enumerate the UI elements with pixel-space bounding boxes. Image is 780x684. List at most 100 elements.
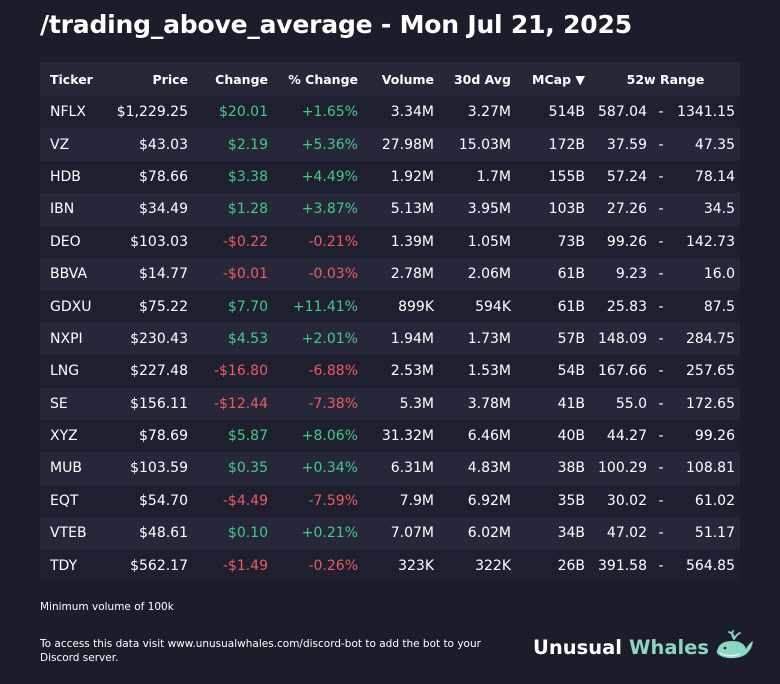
- cell-ticker: HDB: [50, 168, 81, 185]
- table-row[interactable]: HDB $78.66 $3.38 +4.49% 1.92M 1.7M 155B 57.24- 7…: [40, 160, 740, 194]
- cell-52w-range: 100.29- 108.81: [585, 460, 740, 476]
- cell-mcap: 61B: [557, 298, 585, 315]
- range-high: 1341.15: [677, 104, 735, 121]
- range-separator: -: [658, 330, 664, 347]
- cell-52w-range: 30.02- 61.02: [585, 493, 740, 509]
- cell-ticker: VTEB: [50, 525, 87, 542]
- cell-price: $14.77: [139, 266, 188, 283]
- cell-mcap: 26B: [557, 557, 585, 574]
- cell-volume: 2.78M: [390, 266, 434, 283]
- cell-ticker: GDXU: [50, 298, 92, 315]
- brand-logo: Unusual Whales: [533, 628, 754, 666]
- range-low: 30.02: [606, 492, 647, 509]
- cell-volume: 3.34M: [390, 104, 434, 121]
- cell-mcap: 514B: [548, 104, 585, 121]
- cell-volume: 31.32M: [381, 428, 434, 445]
- cell-change: -$12.44: [213, 395, 268, 412]
- cell-52w-range: 57.24- 78.14: [585, 169, 740, 185]
- cell-ticker: DEO: [50, 233, 81, 250]
- table-row[interactable]: EQT $54.70 -$4.49 -7.59% 7.9M 6.92M 35B 30.02- 6…: [40, 484, 740, 518]
- cell-ticker: BBVA: [50, 266, 88, 283]
- range-low: 27.26: [606, 201, 647, 218]
- table-row[interactable]: SE $156.11 -$12.44 -7.38% 5.3M 3.78M 41B 55.0- 1…: [40, 387, 740, 420]
- range-low: 47.02: [606, 525, 647, 542]
- range-high: 564.85: [686, 557, 735, 574]
- table-row[interactable]: NXPI $230.43 $4.53 +2.01% 1.94M 1.73M 57B 148.0…: [40, 322, 740, 356]
- header-pct-change[interactable]: % Change: [288, 71, 358, 87]
- table-row[interactable]: VTEB $48.61 $0.10 +0.21% 7.07M 6.02M 34B 47.02-…: [40, 517, 740, 550]
- cell-30d-avg: 1.7M: [476, 168, 511, 185]
- table-row[interactable]: GDXU $75.22 $7.70 +11.41% 899K 594K 61B 25.83- 8…: [40, 290, 740, 323]
- cell-52w-range: 167.66- 257.65: [585, 363, 740, 379]
- cell-change: -$1.49: [222, 557, 268, 574]
- cell-52w-range: 55.0- 172.65: [585, 396, 740, 412]
- cell-volume: 7.9M: [399, 492, 434, 509]
- table-row[interactable]: MUB $103.59 $0.35 +0.34% 6.31M 4.83M 38B 100.29…: [40, 452, 740, 485]
- cell-mcap: 54B: [557, 363, 585, 380]
- cell-52w-range: 47.02- 51.17: [585, 525, 740, 541]
- cell-volume: 5.13M: [390, 201, 434, 218]
- cell-change: $5.87: [227, 428, 268, 445]
- cell-pct-change: +11.41%: [292, 298, 358, 315]
- cell-52w-range: 99.26- 142.73: [585, 234, 740, 250]
- cell-pct-change: +5.36%: [301, 136, 358, 153]
- header-volume[interactable]: Volume: [381, 71, 434, 87]
- range-high: 51.17: [694, 525, 735, 542]
- table-row[interactable]: LNG $227.48 -$16.80 -6.88% 2.53M 1.53M 54B 167.…: [40, 355, 740, 388]
- cell-pct-change: +0.21%: [301, 525, 358, 542]
- cell-ticker: EQT: [50, 492, 79, 509]
- minimum-volume-note: Minimum volume of 100k: [40, 601, 174, 613]
- table-row[interactable]: NFLX $1,229.25 $20.01 +1.65% 3.34M 3.27M 514B 5…: [40, 96, 740, 129]
- cell-volume: 899K: [398, 298, 434, 315]
- cell-ticker: NXPI: [50, 330, 83, 347]
- range-high: 172.65: [686, 395, 735, 412]
- range-low: 55.0: [615, 395, 647, 412]
- cell-mcap: 41B: [557, 395, 585, 412]
- table-row[interactable]: DEO $103.03 -$0.22 -0.21% 1.39M 1.05M 73B 99.26…: [40, 225, 740, 258]
- cell-30d-avg: 2.06M: [467, 266, 511, 283]
- cell-price: $34.49: [139, 201, 188, 218]
- range-high: 47.35: [694, 136, 735, 153]
- cell-change: $0.35: [227, 460, 268, 477]
- page-title: /trading_above_average - Mon Jul 21, 202…: [40, 10, 632, 39]
- cell-price: $75.22: [139, 298, 188, 315]
- cell-ticker: IBN: [50, 201, 75, 218]
- range-separator: -: [658, 557, 664, 574]
- range-high: 284.75: [686, 330, 735, 347]
- cell-change: -$0.22: [222, 233, 268, 250]
- cell-change: $0.10: [227, 525, 268, 542]
- cell-volume: 6.31M: [390, 460, 434, 477]
- cell-52w-range: 37.59- 47.35: [585, 137, 740, 153]
- cell-change: -$4.49: [222, 492, 268, 509]
- header-mcap-sorted[interactable]: MCap ▼: [532, 71, 585, 87]
- table-row[interactable]: XYZ $78.69 $5.87 +8.06% 31.32M 6.46M 40B 44.27-…: [40, 419, 740, 453]
- header-ticker[interactable]: Ticker: [50, 71, 93, 87]
- table-header: Ticker Price Change % Change Volume 30d …: [40, 62, 740, 96]
- header-price[interactable]: Price: [152, 71, 189, 87]
- cell-volume: 1.92M: [390, 168, 434, 185]
- whale-icon: [716, 630, 754, 659]
- cell-mcap: 38B: [557, 460, 585, 477]
- cell-price: $43.03: [139, 136, 188, 153]
- table-row[interactable]: BBVA $14.77 -$0.01 -0.03% 2.78M 2.06M 61B 9.23-…: [40, 257, 740, 291]
- header-change[interactable]: Change: [215, 71, 268, 87]
- cell-change: $4.53: [227, 330, 268, 347]
- cell-30d-avg: 1.53M: [467, 363, 511, 380]
- cell-volume: 27.98M: [381, 136, 434, 153]
- range-high: 87.5: [703, 298, 735, 315]
- cell-30d-avg: 4.83M: [467, 460, 511, 477]
- range-high: 16.0: [703, 266, 735, 283]
- header-52w-range[interactable]: 52w Range: [626, 71, 705, 87]
- cell-pct-change: +1.65%: [301, 104, 358, 121]
- header-30d-avg[interactable]: 30d Avg: [453, 71, 511, 87]
- brand-word-unusual: Unusual: [533, 635, 622, 659]
- cell-pct-change: +8.06%: [301, 428, 358, 445]
- table-row[interactable]: IBN $34.49 $1.28 +3.87% 5.13M 3.95M 103B 27.26-…: [40, 193, 740, 226]
- cell-ticker: XYZ: [50, 428, 78, 445]
- cell-pct-change: +0.34%: [301, 460, 358, 477]
- cell-pct-change: -0.21%: [308, 233, 358, 250]
- range-separator: -: [658, 233, 664, 250]
- table-row[interactable]: TDY $562.17 -$1.49 -0.26% 323K 322K 26B 391.58-…: [40, 549, 740, 582]
- range-low: 25.83: [606, 298, 647, 315]
- table-row[interactable]: VZ $43.03 $2.19 +5.36% 27.98M 15.03M 172B 37.59…: [40, 128, 740, 161]
